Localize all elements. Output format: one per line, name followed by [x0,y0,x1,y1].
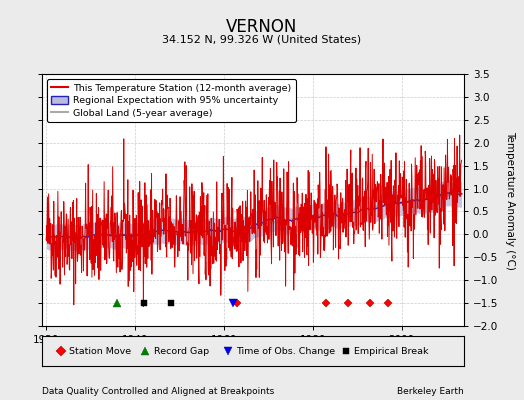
Text: VERNON: VERNON [226,18,298,36]
Text: Station Move: Station Move [69,346,132,356]
Text: Empirical Break: Empirical Break [354,346,429,356]
Text: Record Gap: Record Gap [154,346,209,356]
Text: Data Quality Controlled and Aligned at Breakpoints: Data Quality Controlled and Aligned at B… [42,387,274,396]
Text: Berkeley Earth: Berkeley Earth [397,387,464,396]
Text: Time of Obs. Change: Time of Obs. Change [236,346,335,356]
Text: 34.152 N, 99.326 W (United States): 34.152 N, 99.326 W (United States) [162,34,362,44]
Y-axis label: Temperature Anomaly (°C): Temperature Anomaly (°C) [505,130,515,270]
Legend: This Temperature Station (12-month average), Regional Expectation with 95% uncer: This Temperature Station (12-month avera… [47,79,296,122]
